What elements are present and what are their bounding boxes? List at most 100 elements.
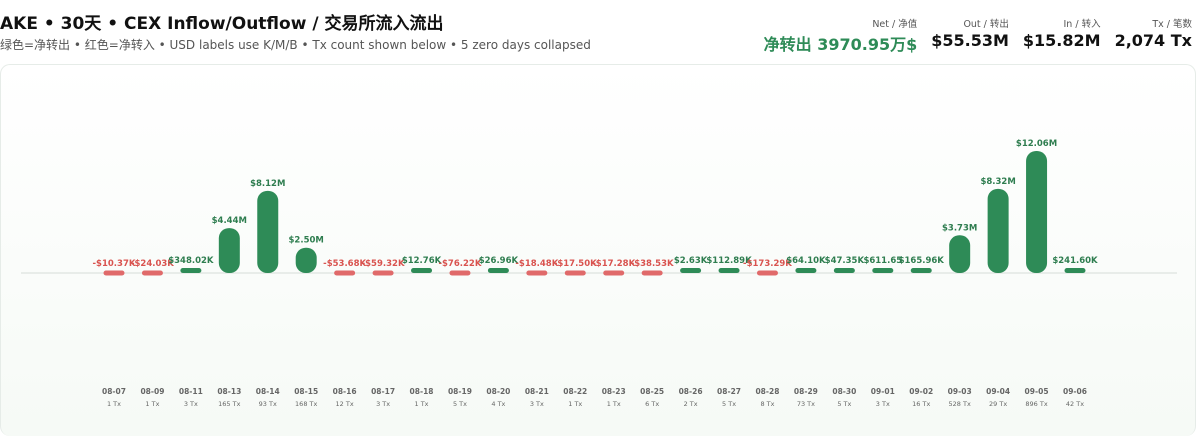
tx-count-08-15: 168 Tx xyxy=(295,400,317,408)
tx-count-08-27: 5 Tx xyxy=(722,400,736,408)
data-label-08-22: -$17.50K xyxy=(554,259,597,269)
page-title: AKE • 30天 • CEX Inflow/Outflow / 交易所流入流出 xyxy=(0,14,444,34)
tx-count-08-16: 12 Tx xyxy=(336,400,354,408)
data-label-09-04: $8.32M xyxy=(980,177,1015,187)
x-tick-08-09: 08-09 xyxy=(140,387,164,396)
stats-group: Net / 净值 净转出 3970.95万$ Out / 转出 $55.53M … xyxy=(764,16,1192,55)
tx-count-09-05: 896 Tx xyxy=(1025,400,1047,408)
bar-08-15[interactable] xyxy=(295,247,317,273)
bar-08-16[interactable] xyxy=(334,270,356,276)
data-label-08-16: -$53.68K xyxy=(323,259,366,269)
bar-08-26[interactable] xyxy=(680,268,702,273)
x-tick-08-28: 08-28 xyxy=(755,387,779,396)
bar-09-03[interactable] xyxy=(949,235,971,273)
stat-out-label: Out / 转出 xyxy=(963,19,1009,30)
stat-in-value: $15.82M xyxy=(1022,31,1101,50)
data-label-09-05: $12.06M xyxy=(1016,139,1057,149)
header: AKE • 30天 • CEX Inflow/Outflow / 交易所流入流出… xyxy=(0,0,1200,60)
stat-in-label: In / 转入 xyxy=(1063,19,1101,30)
bar-09-04[interactable] xyxy=(987,188,1009,273)
tx-count-09-01: 3 Tx xyxy=(876,400,890,408)
data-label-08-11: $348.02K xyxy=(168,256,214,266)
x-tick-08-23: 08-23 xyxy=(602,387,626,396)
tx-count-09-06: 42 Tx xyxy=(1066,400,1084,408)
data-label-08-19: -$76.22K xyxy=(438,259,481,269)
tx-count-08-21: 3 Tx xyxy=(530,400,544,408)
x-tick-09-06: 09-06 xyxy=(1063,387,1087,396)
tx-count-08-26: 2 Tx xyxy=(684,400,698,408)
stat-tx-label: Tx / 笔数 xyxy=(1152,19,1192,30)
data-label-08-27: $112.89K xyxy=(706,256,752,266)
data-label-08-18: $12.76K xyxy=(402,256,442,266)
bar-09-05[interactable] xyxy=(1026,151,1048,273)
tx-count-09-02: 16 Tx xyxy=(912,400,930,408)
bar-08-25[interactable] xyxy=(641,270,663,276)
data-label-09-03: $3.73M xyxy=(942,223,977,233)
data-label-09-02: $165.96K xyxy=(899,256,945,266)
bar-08-19[interactable] xyxy=(449,270,471,276)
bar-08-27[interactable] xyxy=(718,268,740,273)
bar-08-23[interactable] xyxy=(603,270,625,276)
x-tick-08-27: 08-27 xyxy=(717,387,741,396)
bar-08-18[interactable] xyxy=(411,268,433,273)
data-label-08-30: $47.35K xyxy=(825,256,865,266)
data-label-08-07: -$10.37K xyxy=(93,259,136,269)
tx-count-08-13: 165 Tx xyxy=(218,400,240,408)
data-label-08-26: $2.63K xyxy=(674,256,708,266)
tx-count-08-14: 93 Tx xyxy=(259,400,277,408)
bar-08-17[interactable] xyxy=(372,270,394,276)
tx-count-08-20: 4 Tx xyxy=(491,400,505,408)
page-subtitle: 绿色=净转出 • 红色=净转入 • USD labels use K/M/B •… xyxy=(0,38,591,52)
bar-08-22[interactable] xyxy=(564,270,586,276)
bar-08-29[interactable] xyxy=(795,268,817,273)
data-label-09-06: $241.60K xyxy=(1052,256,1098,266)
bar-08-21[interactable] xyxy=(526,270,548,276)
x-tick-08-13: 08-13 xyxy=(217,387,241,396)
tx-count-08-22: 1 Tx xyxy=(568,400,582,408)
tx-count-08-17: 3 Tx xyxy=(376,400,390,408)
x-tick-08-25: 08-25 xyxy=(640,387,664,396)
x-tick-08-21: 08-21 xyxy=(525,387,549,396)
bar-08-30[interactable] xyxy=(833,268,855,273)
bar-08-13[interactable] xyxy=(218,228,240,273)
bar-09-01[interactable] xyxy=(872,268,894,273)
data-label-08-25: -$38.53K xyxy=(631,259,674,269)
bar-08-14[interactable] xyxy=(257,190,279,273)
stat-net-value: 净转出 3970.95万$ xyxy=(763,35,918,54)
tx-count-08-29: 73 Tx xyxy=(797,400,815,408)
x-tick-09-05: 09-05 xyxy=(1025,387,1049,396)
data-label-08-29: $64.10K xyxy=(786,256,826,266)
bar-08-28[interactable] xyxy=(756,270,778,276)
tx-count-09-04: 29 Tx xyxy=(989,400,1007,408)
x-tick-08-14: 08-14 xyxy=(256,387,280,396)
x-tick-08-20: 08-20 xyxy=(486,387,510,396)
bar-08-09[interactable] xyxy=(141,270,163,276)
x-tick-08-15: 08-15 xyxy=(294,387,318,396)
x-tick-08-22: 08-22 xyxy=(563,387,587,396)
tx-count-08-07: 1 Tx xyxy=(107,400,121,408)
stat-tx: Tx / 笔数 2,074 Tx xyxy=(1115,16,1192,55)
tx-count-08-23: 1 Tx xyxy=(607,400,621,408)
data-label-08-14: $8.12M xyxy=(250,179,285,189)
flow-chart: -$10.37K 08-07 1 Tx -$24.03K 08-09 1 Tx $348.0… xyxy=(21,139,1177,408)
stat-out-value: $55.53M xyxy=(931,31,1009,50)
tx-count-08-28: 8 Tx xyxy=(760,400,774,408)
x-tick-08-19: 08-19 xyxy=(448,387,472,396)
bar-08-20[interactable] xyxy=(487,268,509,273)
tx-count-08-19: 5 Tx xyxy=(453,400,467,408)
x-tick-09-01: 09-01 xyxy=(871,387,895,396)
bar-09-06[interactable] xyxy=(1064,268,1086,273)
data-label-08-21: -$18.48K xyxy=(515,259,558,269)
bar-08-11[interactable] xyxy=(180,268,202,273)
data-label-08-13: $4.44M xyxy=(212,216,247,226)
bar-08-07[interactable] xyxy=(103,270,125,276)
data-label-08-28: -$173.29K xyxy=(743,259,792,269)
x-tick-09-02: 09-02 xyxy=(909,387,933,396)
stat-out: Out / 转出 $55.53M xyxy=(931,16,1009,55)
x-tick-09-04: 09-04 xyxy=(986,387,1010,396)
stat-tx-value: 2,074 Tx xyxy=(1114,31,1192,50)
x-tick-08-30: 08-30 xyxy=(832,387,856,396)
bar-09-02[interactable] xyxy=(910,268,932,273)
x-tick-08-07: 08-07 xyxy=(102,387,126,396)
data-label-09-01: $611.65 xyxy=(863,256,902,266)
